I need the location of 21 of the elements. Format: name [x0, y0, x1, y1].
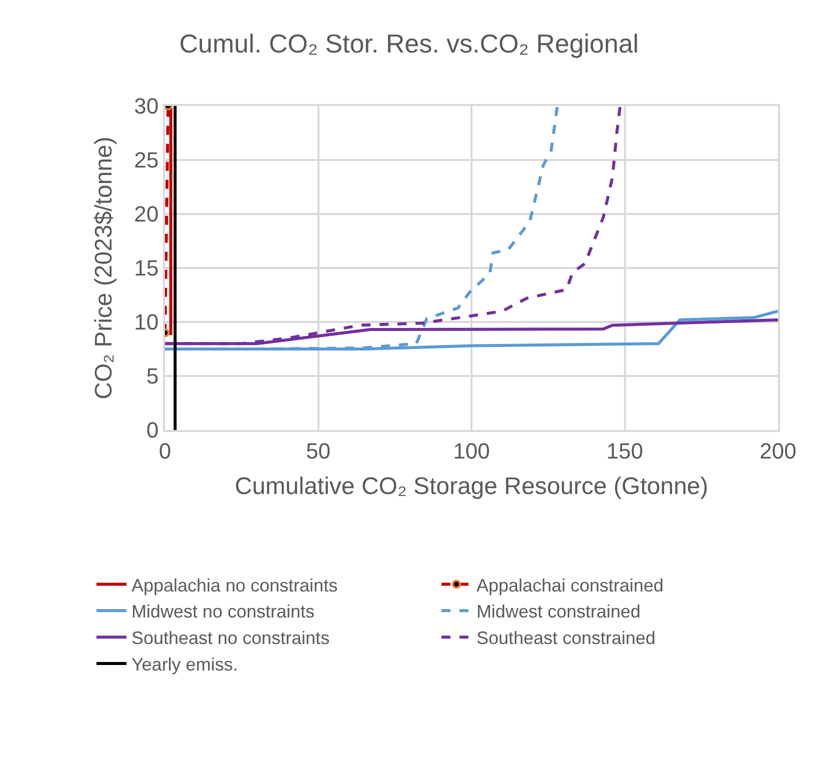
x-axis-title: Cumulative CO₂ Storage Resource (Gtonne)	[234, 473, 708, 500]
y-tick-label: 5	[146, 364, 159, 389]
y-tick-label: 15	[134, 256, 159, 281]
x-tick-label: 200	[760, 438, 796, 464]
y-tick-label: 10	[134, 310, 159, 335]
legend-label: Yearly emiss.	[131, 654, 238, 674]
legend-label: Appalachia no constraints	[131, 575, 338, 596]
y-tick-label: 25	[134, 148, 159, 173]
legend-label: Appalachai constrained	[476, 575, 664, 596]
x-tick-label: 50	[306, 438, 330, 464]
legend-label: Midwest no constraints	[131, 602, 315, 622]
legend-label: Southeast no constraints	[131, 628, 330, 648]
chart-title: Cumul. CO₂ Stor. Res. vs.CO₂ Regional	[179, 28, 639, 58]
legend-label: Midwest constrained	[476, 602, 641, 622]
y-tick-label: 30	[134, 94, 159, 119]
legend-label: Southeast constrained	[476, 628, 656, 648]
y-tick-label: 0	[146, 418, 159, 443]
x-tick-label: 150	[606, 438, 644, 464]
x-tick-label: 100	[453, 438, 490, 464]
y-axis-title: CO₂ Price (2023$/tonne)	[90, 136, 118, 400]
y-tick-label: 20	[134, 202, 159, 227]
